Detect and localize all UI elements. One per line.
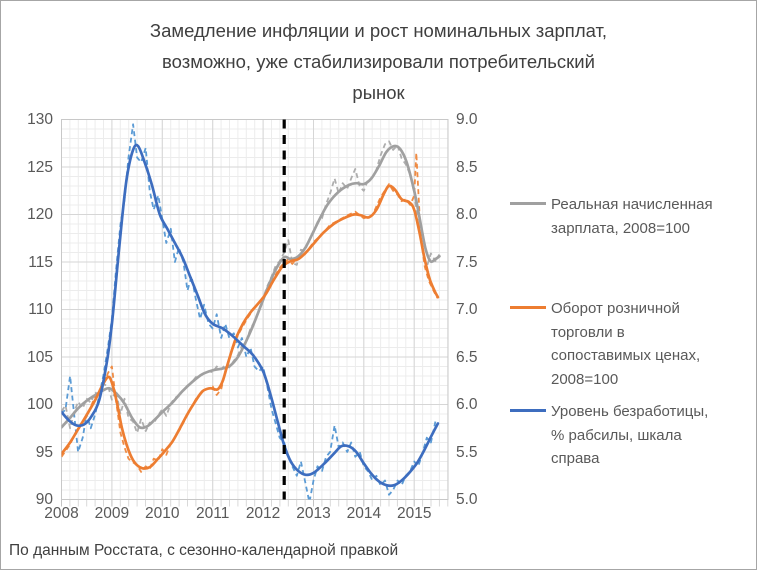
x-axis-tick-label: 2010 bbox=[145, 505, 180, 522]
series-retail-turnover-trend bbox=[61, 184, 440, 470]
right-axis-tick-label: 8.0 bbox=[456, 206, 478, 223]
legend-item-real-wages: Реальная начисленная зарплата, 2008=100 bbox=[509, 193, 723, 240]
plot-border bbox=[61, 119, 449, 500]
x-axis-tick-label: 2014 bbox=[346, 505, 382, 522]
left-axis-tick-label: 105 bbox=[27, 348, 53, 366]
left-axis-tick-label: 130 bbox=[27, 111, 53, 128]
legend-key-line-retail-turnover bbox=[510, 306, 546, 309]
right-axis-tick-label: 5.0 bbox=[456, 491, 478, 508]
legend-key-line-real-wages bbox=[510, 202, 546, 205]
left-axis-tick-label: 120 bbox=[27, 206, 53, 223]
x-axis-tick-label: 2011 bbox=[196, 505, 230, 522]
right-axis-tick-label: 5.5 bbox=[456, 443, 478, 461]
x-axis-tick-label: 2012 bbox=[245, 505, 281, 522]
x-axis-tick-label: 2008 bbox=[44, 505, 79, 522]
right-axis-tick-label: 9.0 bbox=[456, 111, 478, 128]
legend-item-unemployment: Уровень безработицы, % рабсилы, шкала сп… bbox=[509, 400, 723, 471]
left-axis-tick-label: 110 bbox=[28, 301, 53, 318]
left-axis-tick-label: 125 bbox=[27, 158, 53, 176]
series-real-wages-raw bbox=[61, 140, 441, 434]
legend-key-line-unemployment bbox=[510, 409, 546, 412]
legend-label-real-wages: Реальная начисленная зарплата, 2008=100 bbox=[551, 196, 713, 237]
chart-title-line-3: рынок bbox=[352, 82, 405, 103]
right-axis-tick-label: 6.5 bbox=[456, 348, 478, 366]
chart-title: Замедление инфляции и рост номинальных з… bbox=[1, 15, 756, 108]
x-axis-tick-label: 2015 bbox=[396, 505, 432, 522]
left-axis-tick-label: 90 bbox=[35, 491, 53, 508]
series-unemployment-raw bbox=[61, 123, 437, 500]
source-note: По данным Росстата, с сезонно-календарно… bbox=[9, 542, 399, 559]
x-axis-tick-label: 2009 bbox=[94, 505, 130, 522]
left-axis-tick-label: 115 bbox=[28, 253, 53, 271]
right-axis-tick-label: 8.5 bbox=[456, 158, 478, 176]
series-unemployment-trend bbox=[61, 143, 440, 488]
legend-label-unemployment: Уровень безработицы, % рабсилы, шкала сп… bbox=[551, 403, 709, 467]
chart-title-line-2: возможно, уже стабилизировали потребител… bbox=[162, 51, 595, 72]
left-axis-tick-label: 100 bbox=[27, 396, 53, 413]
right-axis-tick-label: 7.5 bbox=[456, 253, 478, 271]
right-axis-tick-label: 7.0 bbox=[456, 301, 478, 318]
legend-item-retail-turnover: Оборот розничной торговли в сопоставимых… bbox=[509, 297, 723, 391]
x-axis-tick-label: 2013 bbox=[296, 505, 331, 522]
chart-title-line-1: Замедление инфляции и рост номинальных з… bbox=[149, 20, 608, 41]
legend-label-retail-turnover: Оборот розничной торговли в сопоставимых… bbox=[551, 300, 701, 388]
left-axis-tick-label: 95 bbox=[35, 443, 53, 461]
right-axis-tick-label: 6.0 bbox=[456, 396, 478, 413]
